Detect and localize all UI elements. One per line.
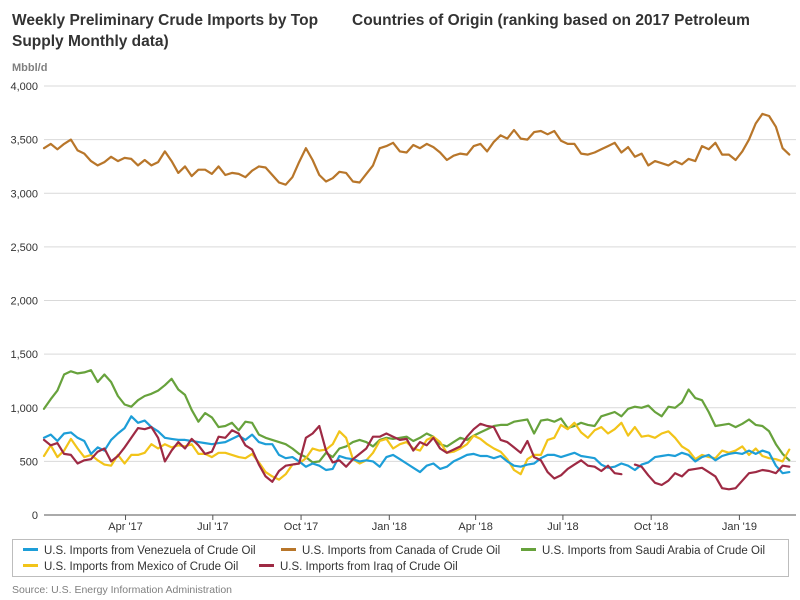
- x-axis-ticks: Apr '17 Jul '17 Oct '17 Jan '18 Apr '18 Jul '…: [108, 515, 757, 533]
- y-axis-unit-label: Mbbl/d: [12, 62, 48, 74]
- x-tick-label: Oct '18: [634, 521, 669, 533]
- source-note: Source: U.S. Energy Information Administ…: [12, 584, 233, 596]
- legend-label-saudi-arabia: U.S. Imports from Saudi Arabia of Crude …: [542, 545, 766, 557]
- series-line-u-s-imports-from-saudi-arabia-of-crude-oil: [42, 369, 791, 464]
- legend-item-iraq: U.S. Imports from Iraq of Crude Oil: [259, 561, 458, 573]
- legend-swatch-mexico: [23, 564, 38, 568]
- chart-title-part-2: Countries of Origin (ranking based on 20…: [352, 12, 750, 29]
- legend-swatch-venezuela: [23, 548, 38, 552]
- chart-title-part-1: Weekly Preliminary Crude Imports by Top: [12, 12, 319, 29]
- legend-item-venezuela: U.S. Imports from Venezuela of Crude Oil: [23, 545, 256, 557]
- legend-label-venezuela: U.S. Imports from Venezuela of Crude Oil: [44, 545, 256, 557]
- legend-item-mexico: U.S. Imports from Mexico of Crude Oil: [23, 561, 238, 573]
- x-tick-label: Oct '17: [284, 521, 319, 533]
- legend-swatch-iraq: [259, 564, 274, 568]
- y-axis-ticks: 0 500 1,000 1,500 2,000 2,500 3,000 3,500 4,000: [10, 81, 38, 522]
- chart-title-part-3: Supply Monthly data): [12, 33, 169, 50]
- y-tick-label: 0: [32, 510, 38, 522]
- y-tick-label: 2,000: [10, 296, 38, 308]
- gridlines: [44, 85, 796, 516]
- series-lines: [42, 112, 791, 491]
- legend-label-canada: U.S. Imports from Canada of Crude Oil: [302, 545, 501, 557]
- series-line-u-s-imports-from-venezuela-of-crude-oil: [42, 415, 791, 475]
- legend-label-mexico: U.S. Imports from Mexico of Crude Oil: [44, 561, 239, 573]
- legend-item-saudi-arabia: U.S. Imports from Saudi Arabia of Crude …: [521, 545, 765, 557]
- series-line-u-s-imports-from-mexico-of-crude-oil: [42, 421, 791, 481]
- chart-title: Weekly Preliminary Crude Imports by Top …: [12, 10, 792, 52]
- y-tick-label: 500: [20, 456, 38, 468]
- legend-item-canada: U.S. Imports from Canada of Crude Oil: [281, 545, 500, 557]
- legend-swatch-saudi-arabia: [521, 548, 536, 552]
- y-tick-label: 2,500: [10, 242, 38, 254]
- y-tick-label: 4,000: [10, 81, 38, 93]
- x-tick-label: Jul '18: [547, 521, 578, 533]
- x-tick-label: Jul '17: [197, 521, 228, 533]
- y-tick-label: 3,500: [10, 135, 38, 147]
- series-line-u-s-imports-from-iraq-of-crude-oil: [42, 422, 791, 491]
- legend-label-iraq: U.S. Imports from Iraq of Crude Oil: [280, 561, 458, 573]
- y-tick-label: 3,000: [10, 188, 38, 200]
- x-tick-label: Apr '17: [108, 521, 143, 533]
- y-tick-label: 1,000: [10, 403, 38, 415]
- legend-swatch-canada: [281, 548, 296, 552]
- x-tick-label: Jan '19: [722, 521, 757, 533]
- x-tick-label: Apr '18: [458, 521, 493, 533]
- y-tick-label: 1,500: [10, 349, 38, 361]
- legend: U.S. Imports from Venezuela of Crude Oil…: [12, 539, 789, 577]
- series-line-u-s-imports-from-canada-of-crude-oil: [42, 112, 791, 186]
- x-tick-label: Jan '18: [372, 521, 407, 533]
